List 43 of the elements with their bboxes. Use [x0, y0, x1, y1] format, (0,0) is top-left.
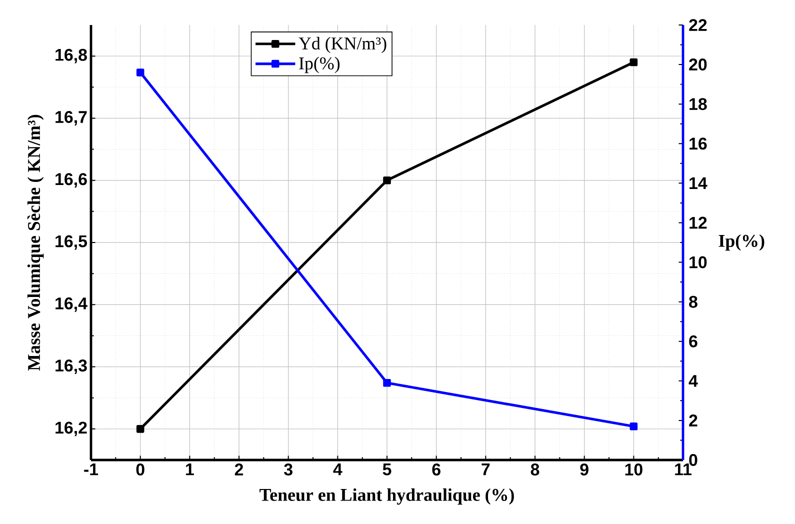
y-tick-label: 16,4: [56, 297, 88, 312]
point: [136, 68, 144, 76]
y2-axis-title: Ip(%): [718, 234, 764, 251]
point: [383, 379, 391, 387]
x-tick-label: 1: [186, 464, 194, 476]
y2-tick-label: 6: [689, 335, 698, 348]
legend-label: Yd (KN/m³): [298, 36, 386, 54]
y-tick-label: 16,3: [56, 360, 87, 374]
y-tick-label: 16,8: [56, 48, 87, 64]
x-tick-label: 6: [432, 464, 440, 476]
y-tick-label: 16,6: [56, 173, 87, 188]
x-tick-label: 0: [136, 464, 144, 476]
y-tick-label: 16,2: [56, 422, 87, 436]
y-tick-label: 16,5: [56, 235, 88, 250]
x-tick-label: 3: [284, 464, 292, 476]
y-tick-label: 16,7: [56, 110, 87, 126]
y-axis-title: Masse Volumique Sèche ( KN/m³): [27, 114, 44, 371]
x-tick-label: 10: [625, 464, 642, 476]
y2-tick-label: 22: [689, 19, 707, 31]
y2-tick-label: 10: [690, 256, 707, 268]
y2-tick-label: 16: [690, 138, 707, 150]
x-tick-label: -1: [84, 464, 98, 476]
y2-tick-label: 4: [688, 375, 698, 387]
x-axis-title: Teneur en Liant hydraulique (%): [260, 488, 514, 505]
y2-tick-label: 18: [690, 98, 707, 110]
x-tick-label: 4: [333, 464, 342, 476]
y2-tick-label: 8: [689, 296, 698, 308]
x-tick-label: 8: [530, 464, 540, 476]
x-tick-label: 9: [580, 464, 588, 476]
legend-label: Ip(%): [299, 56, 340, 74]
y2-tick-label: 12: [690, 216, 707, 229]
point: [630, 422, 638, 430]
x-tick-label: 5: [382, 464, 392, 476]
point: [630, 58, 638, 66]
x-tick-label: 2: [234, 464, 244, 476]
point: [136, 425, 144, 433]
x-tick-label: 7: [482, 464, 490, 476]
x-tick-label: 11: [675, 464, 692, 476]
point: [383, 176, 391, 184]
y2-tick-label: 0: [689, 454, 698, 466]
y2-tick-label: 2: [689, 414, 698, 426]
y2-tick-label: 14: [690, 177, 708, 190]
y2-tick-label: 20: [689, 58, 707, 71]
